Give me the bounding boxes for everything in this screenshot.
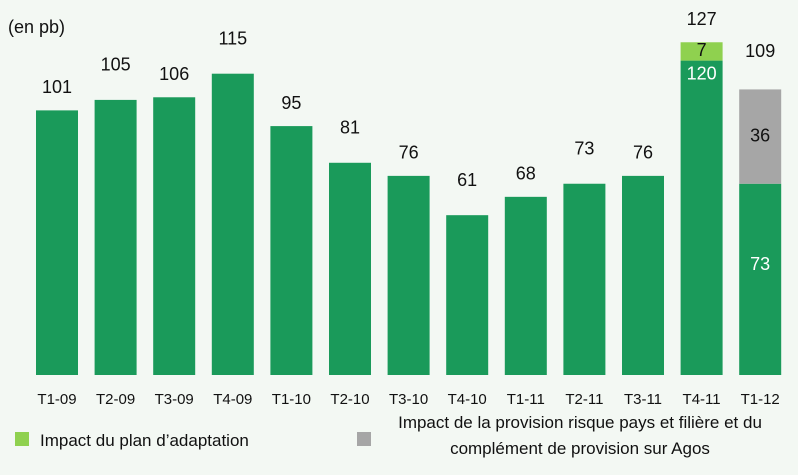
bar-segment: [153, 97, 196, 375]
unit-label: (en pb): [8, 17, 65, 37]
total-label: 127: [687, 9, 717, 29]
bar-segment: [563, 183, 606, 375]
x-tick-label: T2-10: [330, 391, 369, 408]
bar-segment: [270, 126, 313, 375]
bar-segment: [680, 42, 723, 61]
total-label: 61: [457, 170, 477, 190]
segment-label: 73: [750, 254, 770, 274]
bar-segment: [36, 110, 78, 375]
total-label: 106: [159, 64, 189, 84]
x-tick-label: T2-11: [565, 391, 603, 408]
x-tick-label: T3-09: [155, 391, 194, 408]
segment-label: 7: [697, 40, 707, 60]
legend-label: Impact du plan d’adaptation: [40, 431, 249, 450]
x-tick-label: T1-12: [741, 391, 780, 408]
total-label: 101: [42, 77, 72, 97]
total-label: 95: [281, 93, 301, 113]
x-tick-label: T3-10: [389, 391, 428, 408]
total-label: 115: [218, 28, 247, 48]
total-label: 109: [745, 41, 775, 61]
x-tick-label: T4-11: [683, 391, 721, 408]
x-tick-label: T2-09: [96, 391, 135, 408]
x-tick-label: T4-09: [213, 391, 252, 408]
bar-segment: [211, 73, 254, 375]
total-label: 68: [516, 164, 536, 184]
bar-segment: [387, 175, 430, 375]
bar-segment: [739, 183, 782, 375]
x-tick-label: T1-09: [37, 391, 76, 408]
x-tick-label: T1-10: [272, 391, 311, 408]
legend-swatch: [357, 432, 371, 446]
x-tick-label: T3-11: [624, 391, 662, 408]
bar-segment: [329, 162, 371, 375]
bar-segment: [94, 99, 137, 376]
bar-segment: [739, 89, 782, 184]
total-label: 73: [574, 138, 594, 158]
total-label: 76: [633, 143, 653, 163]
bar-segment: [680, 60, 723, 375]
bar-segment: [446, 215, 489, 375]
total-label: 81: [340, 118, 360, 138]
segment-label: 36: [750, 125, 770, 145]
x-tick-label: T4-10: [448, 391, 487, 408]
legend-label: Impact de la provision risque pays et fi…: [398, 413, 762, 458]
x-tick-label: T1-11: [507, 391, 545, 408]
total-label: 105: [101, 55, 131, 75]
bar-segment: [504, 196, 547, 375]
bar-segment: [622, 175, 664, 375]
legend-swatch: [15, 432, 29, 446]
segment-label: 120: [687, 63, 717, 83]
total-label: 76: [399, 143, 419, 163]
